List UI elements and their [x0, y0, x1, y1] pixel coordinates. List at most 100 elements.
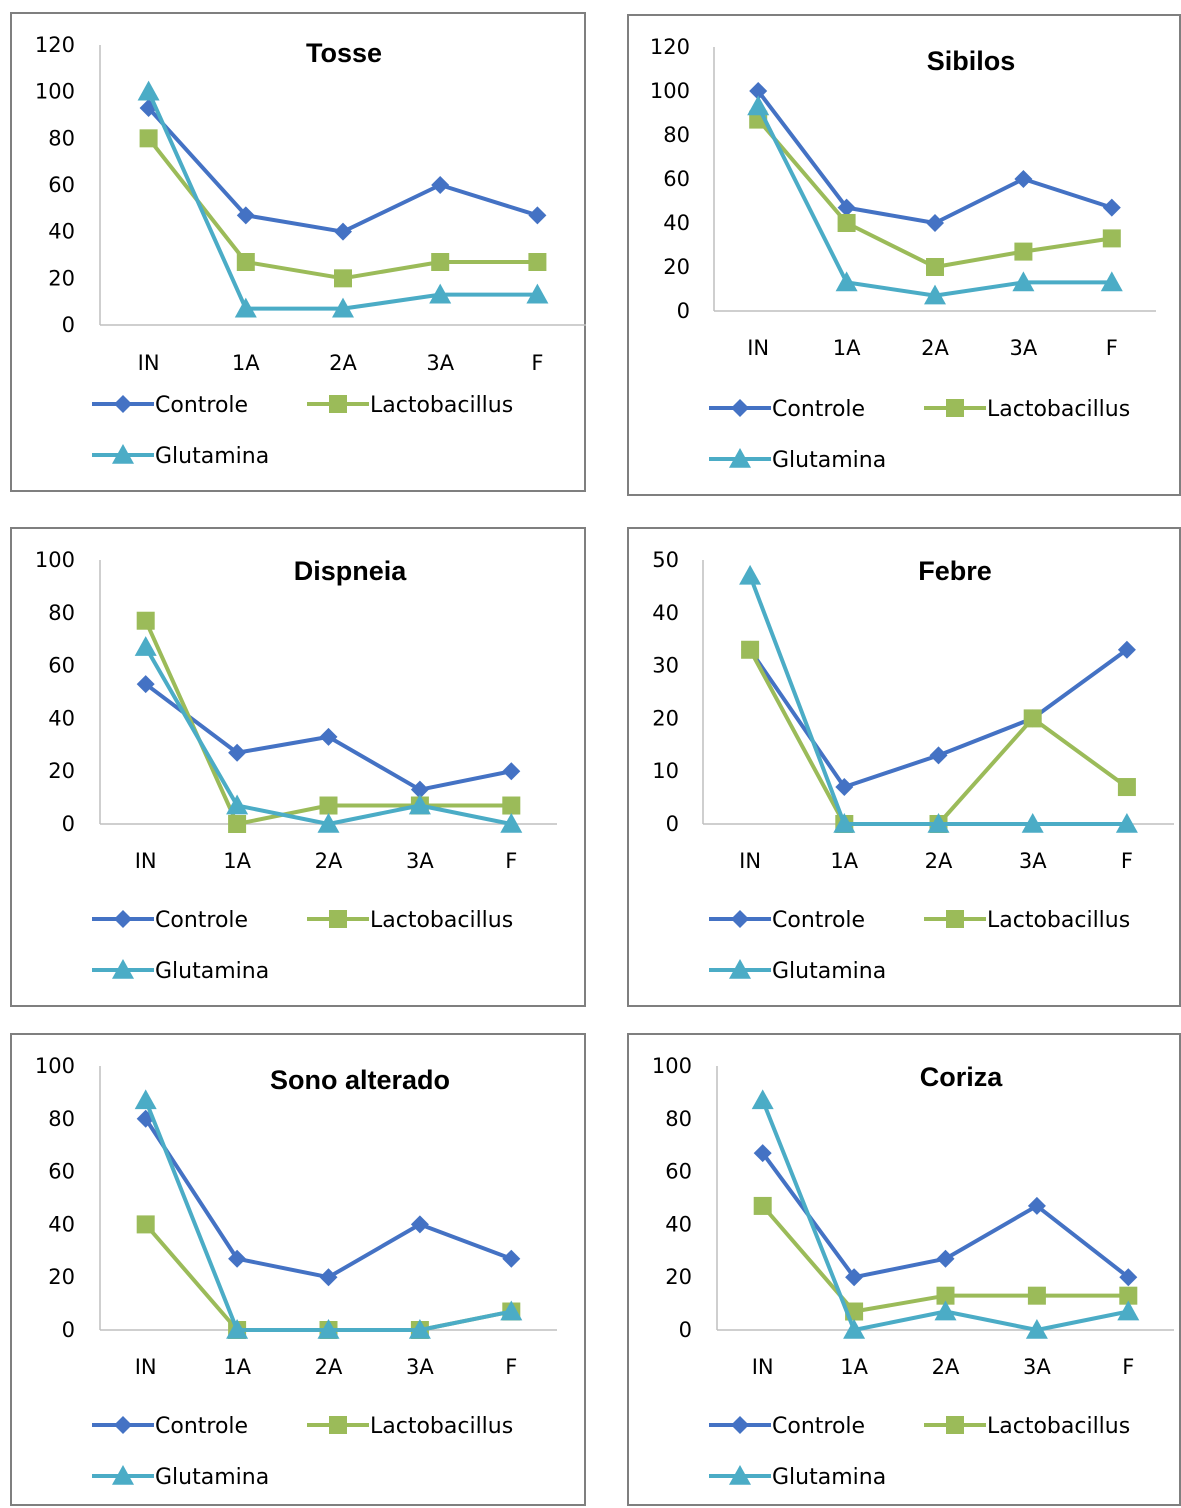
data-point-glutamina-1a — [226, 794, 249, 815]
series-glutamina — [739, 564, 1138, 833]
y-tick-label-0: 0 — [666, 812, 679, 836]
legend-label-glutamina: Glutamina — [155, 444, 269, 469]
y-tick-label-40: 40 — [48, 220, 75, 244]
data-point-controle-in — [753, 1144, 772, 1163]
x-tick-label-in: IN — [135, 849, 157, 873]
y-tick-label-40: 40 — [652, 601, 679, 625]
series-glutamina — [751, 1089, 1140, 1339]
legend-label-controle: Controle — [155, 1414, 248, 1439]
x-tick-label-3a: 3A — [1010, 336, 1038, 360]
chart-svg: 0 10 20 30 40 50 IN 1A 2A 3A F Febre Controle Lactoba… — [652, 548, 1174, 984]
series-line-lactobacillus — [143, 619, 512, 826]
legend-label-lactobacillus: Lactobacillus — [987, 397, 1130, 422]
legend-marker-lactobacillus — [329, 910, 347, 928]
x-tick-label-in: IN — [739, 849, 761, 873]
legend-item-controle: Controle — [709, 397, 865, 422]
y-tick-label-80: 80 — [665, 1107, 692, 1131]
legend-marker-lactobacillus — [329, 395, 347, 413]
data-point-lactobacillus-2a — [334, 269, 352, 288]
data-point-glutamina-1a — [833, 813, 856, 833]
x-tick-label-3a: 3A — [1023, 1355, 1051, 1379]
data-point-lactobacillus-f — [502, 796, 521, 815]
series-controle — [139, 99, 547, 241]
data-point-lactobacillus-3a — [1014, 242, 1033, 261]
legend-marker-controle — [114, 395, 132, 413]
y-tick-label-40: 40 — [665, 1212, 692, 1236]
chart-panel-tosse: 0 20 40 60 80 100 120 IN 1A 2A 3A F Tosse Controle Lac… — [10, 12, 586, 492]
series-line-controle — [144, 1117, 513, 1280]
data-point-glutamina-3a — [429, 283, 452, 304]
chart-panel-sono-alterado: 0 20 40 60 80 100 IN 1A 2A 3A F Sono alterado Contro… — [10, 1033, 586, 1506]
legend-item-glutamina: Glutamina — [92, 1465, 269, 1490]
data-point-glutamina-1a — [226, 1319, 249, 1339]
series-line-glutamina — [748, 575, 1127, 826]
y-tick-label-80: 80 — [663, 123, 690, 147]
x-tick-label-f: F — [1106, 336, 1118, 360]
x-tick-label-2a: 2A — [932, 1355, 960, 1379]
x-tick-label-1a: 1A — [833, 336, 861, 360]
data-point-glutamina-1a — [234, 297, 257, 318]
y-tick-label-20: 20 — [48, 1265, 75, 1289]
data-point-glutamina-f — [1117, 1300, 1140, 1321]
data-point-lactobacillus-in — [139, 129, 158, 148]
data-point-controle-2a — [334, 222, 352, 241]
data-point-controle-2a — [936, 1249, 955, 1268]
y-tick-label-0: 0 — [679, 1318, 692, 1342]
data-point-lactobacillus-3a — [1023, 709, 1042, 728]
legend-label-lactobacillus: Lactobacillus — [370, 908, 513, 933]
series-glutamina — [134, 636, 523, 833]
data-point-glutamina-3a — [1012, 271, 1035, 292]
data-point-glutamina-2a — [317, 813, 340, 833]
y-tick-label-100: 100 — [35, 80, 75, 104]
x-tick-label-1a: 1A — [840, 1355, 868, 1379]
chart-panel-febre: 0 10 20 30 40 50 IN 1A 2A 3A F Febre Controle Lactoba… — [627, 527, 1181, 1007]
legend-marker-glutamina — [729, 1465, 751, 1485]
data-point-controle-1a — [236, 206, 255, 225]
data-point-glutamina-3a — [408, 1319, 431, 1339]
chart-title: Coriza — [920, 1062, 1004, 1092]
legend-label-controle: Controle — [155, 908, 248, 933]
series-controle — [749, 82, 1121, 232]
chart-svg: 0 20 40 60 80 100 120 IN 1A 2A 3A F Sibilos Controle L… — [650, 35, 1156, 473]
x-tick-label-f: F — [1122, 1355, 1134, 1379]
x-tick-label-1a: 1A — [223, 849, 251, 873]
legend-marker-lactobacillus — [946, 399, 964, 417]
series-glutamina — [137, 80, 549, 318]
legend-item-glutamina: Glutamina — [92, 444, 269, 469]
series-line-lactobacillus — [147, 137, 538, 281]
x-tick-label-in: IN — [135, 1355, 157, 1379]
series-line-controle — [748, 648, 1129, 790]
legend-item-lactobacillus: Lactobacillus — [924, 397, 1130, 422]
legend-label-controle: Controle — [772, 908, 865, 933]
legend-item-lactobacillus: Lactobacillus — [924, 1414, 1130, 1439]
legend-label-glutamina: Glutamina — [772, 959, 886, 984]
data-point-controle-2a — [926, 214, 944, 232]
legend-item-controle: Controle — [709, 908, 865, 933]
data-point-lactobacillus-f — [1102, 229, 1121, 248]
chart-title: Sono alterado — [270, 1065, 450, 1095]
data-point-controle-3a — [1014, 170, 1033, 188]
legend-marker-glutamina — [112, 1465, 134, 1485]
y-tick-label-40: 40 — [663, 211, 690, 235]
chart-svg: 0 20 40 60 80 100 IN 1A 2A 3A F Coriza Controle Lacto… — [652, 1054, 1174, 1490]
legend-marker-controle — [114, 910, 132, 928]
legend-marker-glutamina — [112, 959, 134, 979]
y-tick-label-60: 60 — [665, 1160, 692, 1184]
data-point-lactobacillus-f — [1119, 1286, 1138, 1305]
x-tick-label-f: F — [505, 1355, 517, 1379]
x-tick-label-f: F — [531, 351, 543, 375]
x-tick-label-2a: 2A — [921, 336, 949, 360]
y-tick-label-120: 120 — [650, 35, 690, 59]
legend-item-controle: Controle — [92, 393, 248, 418]
y-tick-label-40: 40 — [48, 1212, 75, 1236]
y-tick-label-0: 0 — [677, 299, 690, 323]
x-tick-label-1a: 1A — [232, 351, 260, 375]
data-point-controle-f — [1102, 198, 1121, 217]
legend-label-glutamina: Glutamina — [155, 959, 269, 984]
chart-title: Dispneia — [294, 556, 408, 586]
legend-label-glutamina: Glutamina — [155, 1465, 269, 1490]
legend-marker-controle — [731, 399, 749, 417]
x-tick-label-2a: 2A — [329, 351, 357, 375]
y-tick-label-0: 0 — [62, 313, 75, 337]
legend-item-controle: Controle — [92, 1414, 248, 1439]
